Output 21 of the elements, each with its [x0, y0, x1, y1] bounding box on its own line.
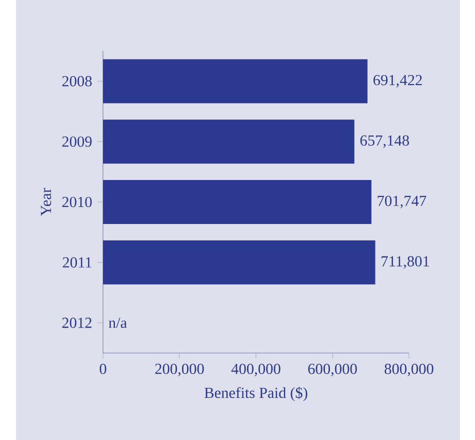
text: n/a [108, 318, 127, 328]
y-tick-label: 2012 [62, 318, 92, 328]
x-tick-label: 800,000 [384, 364, 434, 376]
x-tick-label: 600,000 [308, 364, 357, 376]
bar [103, 180, 372, 224]
y-tick-label: 2010 [62, 196, 92, 208]
data-label: 657,148 [360, 135, 409, 148]
bar [103, 240, 376, 284]
x-tick-label: 200,000 [155, 364, 204, 376]
bar [103, 120, 354, 164]
y-tick-label: 2009 [62, 136, 92, 147]
bar [103, 59, 368, 104]
x-axis-title: Benefits Paid ($) [204, 386, 308, 402]
y-tick-label: 2011 [62, 257, 92, 268]
x-tick-label: 400,000 [231, 364, 280, 376]
data-label: 701,747 [378, 196, 426, 208]
data-label: 711,801 [382, 256, 429, 269]
data-label: 691,422 [373, 74, 422, 88]
y-tick-label: 2008 [62, 76, 92, 86]
x-tick-label: 0 [100, 364, 106, 374]
y-axis-title: Year [40, 188, 52, 216]
